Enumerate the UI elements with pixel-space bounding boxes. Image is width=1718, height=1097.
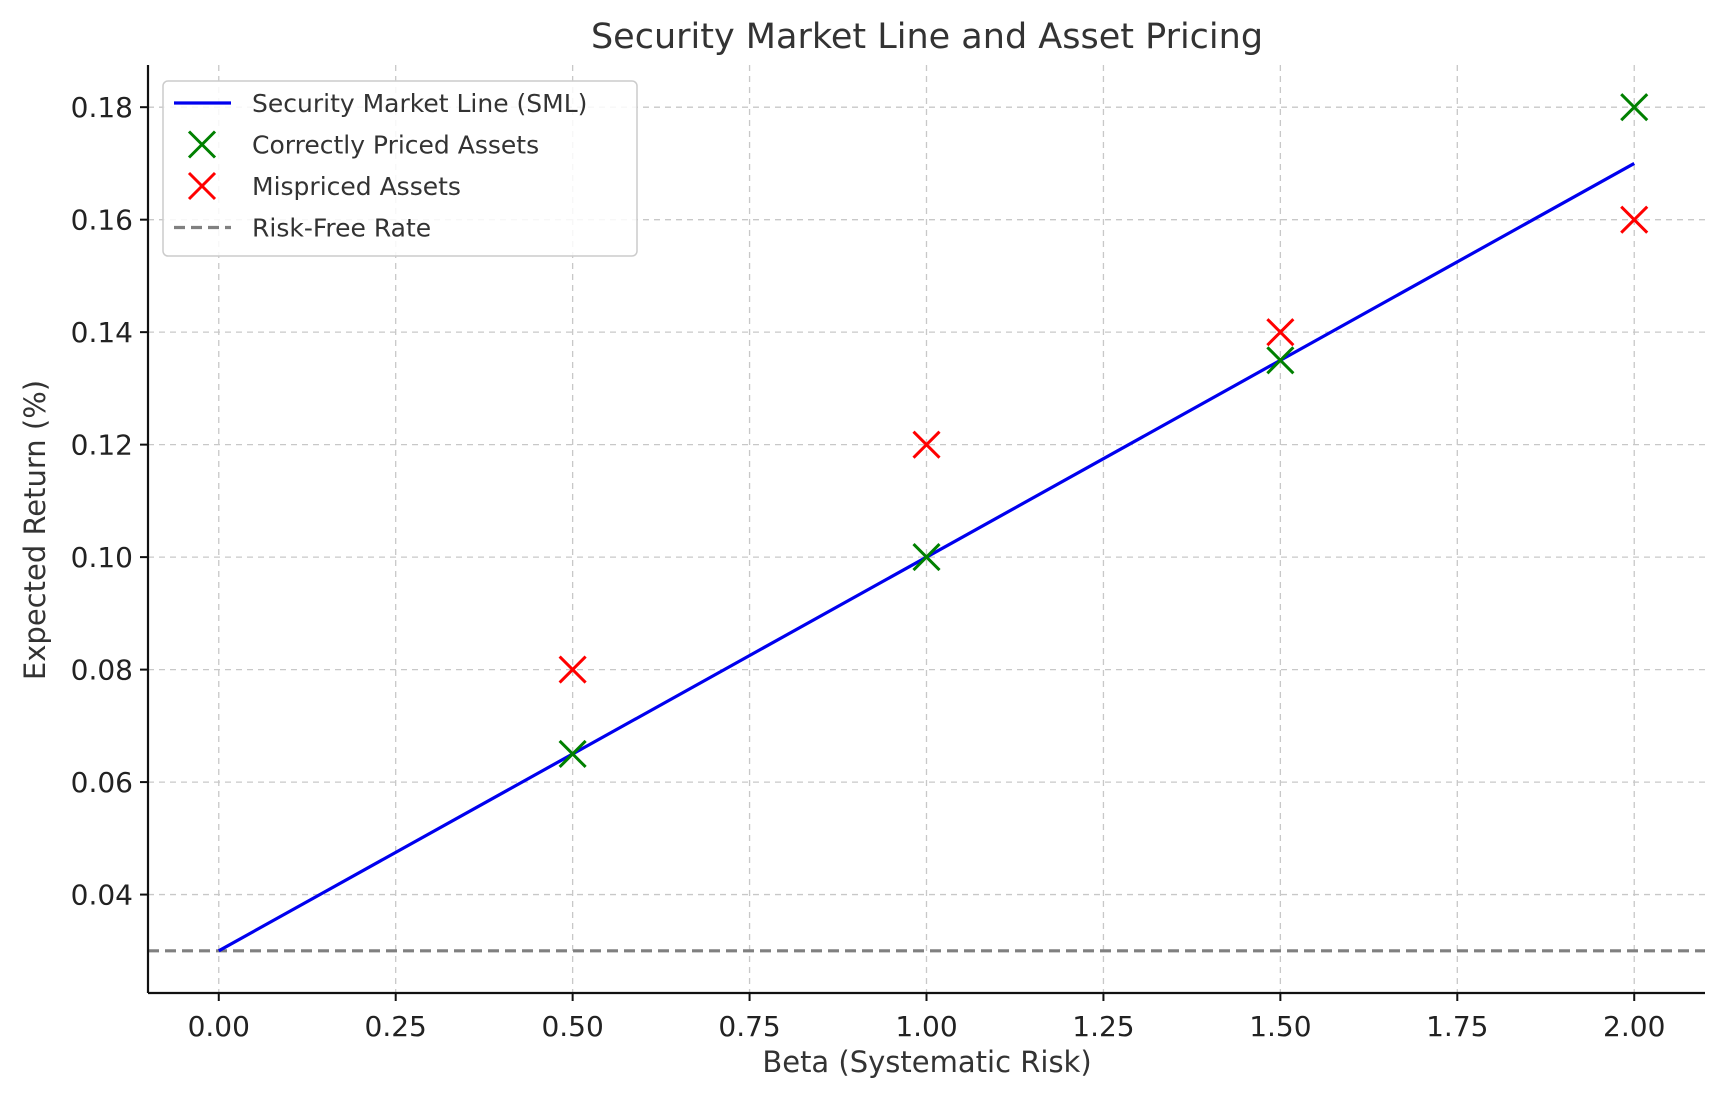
legend-label: Correctly Priced Assets xyxy=(252,131,539,160)
x-tick-label: 0.50 xyxy=(541,1010,603,1043)
legend-label: Security Market Line (SML) xyxy=(252,89,587,118)
data-layer xyxy=(148,93,1705,953)
y-tick-label: 0.18 xyxy=(71,91,133,124)
x-axis-label: Beta (Systematic Risk) xyxy=(762,1045,1091,1079)
legend-marker xyxy=(187,130,217,159)
correctly-priced-assets-point xyxy=(912,543,941,572)
x-tick-label: 0.25 xyxy=(365,1010,427,1043)
x-marker-stroke xyxy=(187,130,217,159)
legend: Security Market Line (SML) Correctly Pric… xyxy=(162,80,638,257)
x-marker-stroke xyxy=(912,430,941,459)
correctly-priced-assets-point xyxy=(1266,346,1295,375)
axes-layer: 0.00 0.25 0.50 0.75 1.00 1.25 1.50 1.75 2.00 0.04… xyxy=(71,65,1705,1043)
y-tick-label: 0.04 xyxy=(71,879,133,912)
mispriced-assets-point xyxy=(558,655,587,684)
x-tick-label: 1.50 xyxy=(1249,1010,1311,1043)
x-tick-label: 0.00 xyxy=(188,1010,250,1043)
legend-label: Mispriced Assets xyxy=(252,172,461,201)
mispriced-assets-point xyxy=(1620,205,1649,234)
legend-box xyxy=(162,80,638,257)
x-tick-label: 1.25 xyxy=(1072,1010,1134,1043)
correctly-priced-assets-point xyxy=(558,739,587,769)
x-marker-stroke xyxy=(558,739,587,769)
x-tick-label: 1.00 xyxy=(895,1010,957,1043)
x-marker-stroke xyxy=(558,655,587,684)
x-marker-stroke xyxy=(1266,346,1295,375)
mispriced-assets-point xyxy=(1266,318,1295,347)
mispriced-assets-point xyxy=(912,430,941,459)
correctly-priced-assets-point xyxy=(1620,93,1649,122)
y-tick-label: 0.10 xyxy=(71,541,133,574)
y-tick-label: 0.14 xyxy=(71,316,133,349)
x-marker-stroke xyxy=(912,543,941,572)
x-marker-stroke xyxy=(1620,93,1649,122)
chart-title: Security Market Line and Asset Pricing xyxy=(591,17,1263,57)
legend-marker xyxy=(187,171,217,201)
x-tick-label: 0.75 xyxy=(718,1010,780,1043)
x-tick-label: 2.00 xyxy=(1603,1010,1665,1043)
legend-label: Risk-Free Rate xyxy=(252,214,431,243)
x-marker-stroke xyxy=(1266,318,1295,347)
y-tick-label: 0.08 xyxy=(71,654,133,687)
y-tick-label: 0.12 xyxy=(71,429,133,462)
x-marker-stroke xyxy=(187,171,217,201)
x-marker-stroke xyxy=(1620,205,1649,234)
x-tick-label: 1.75 xyxy=(1426,1010,1488,1043)
y-tick-label: 0.06 xyxy=(71,766,133,799)
y-axis-label: Expected Return (%) xyxy=(18,380,52,680)
y-tick-label: 0.16 xyxy=(71,204,133,237)
